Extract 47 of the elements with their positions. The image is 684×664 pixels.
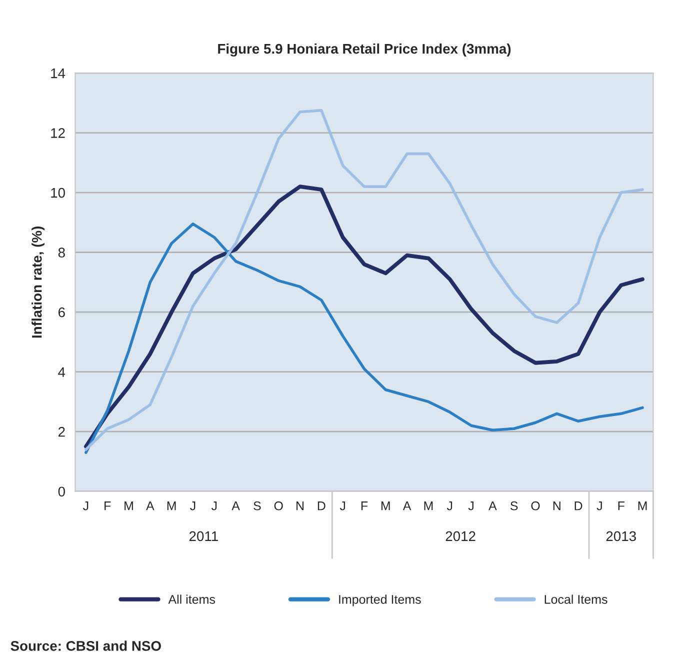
- x-tick-label: M: [381, 502, 390, 510]
- x-tick-label: F: [361, 502, 368, 510]
- x-tick-label: J: [211, 502, 217, 510]
- y-axis-title: Inflation rate, (%): [32, 226, 45, 338]
- x-tick-label: N: [296, 502, 304, 510]
- legend-label: All items: [168, 594, 216, 604]
- x-tick-label: D: [574, 502, 582, 510]
- x-tick-label: F: [104, 502, 111, 510]
- source-note: Source: CBSI and NSO: [10, 640, 161, 651]
- x-tick-label: S: [254, 501, 261, 510]
- x-tick-label: A: [232, 502, 240, 510]
- y-tick-label: 12: [51, 128, 65, 138]
- text: 2013: [606, 531, 636, 542]
- y-tick-label: 14: [51, 68, 66, 78]
- x-tick-label: J: [468, 502, 474, 510]
- x-tick-label: M: [424, 502, 433, 510]
- y-tick-label: 2: [58, 426, 65, 437]
- x-tick-label: A: [402, 502, 412, 510]
- text: 2012: [446, 531, 476, 542]
- line-series: [84, 184, 644, 448]
- x-tick-label: F: [618, 502, 624, 510]
- chart-title: Figure 5.9 Honiara Retail Price Index (3mma): [218, 44, 511, 57]
- line-series: [84, 222, 644, 454]
- x-tick-label: J: [446, 502, 452, 510]
- y-tick-label: 4: [58, 367, 66, 377]
- x-tick-label: M: [124, 502, 133, 510]
- line-series: [84, 109, 644, 451]
- y-tick-label: 8: [58, 248, 65, 258]
- x-tick-label: S: [510, 501, 518, 510]
- x-tick-label: M: [167, 502, 176, 510]
- y-tick-label: 6: [58, 307, 65, 318]
- x-tick-label: A: [488, 502, 497, 510]
- text: 2011: [189, 531, 218, 542]
- x-tick-label: J: [83, 502, 88, 510]
- y-tick-label: 0: [58, 486, 65, 497]
- x-tick-label: A: [146, 502, 154, 510]
- x-tick-label: J: [190, 502, 196, 510]
- legend-label: Imported Items: [339, 594, 421, 606]
- x-tick-label: J: [340, 502, 346, 510]
- x-tick-label: M: [638, 502, 647, 510]
- x-tick-label: D: [318, 502, 326, 510]
- x-tick-label: O: [531, 501, 540, 510]
- y-tick-label: 10: [51, 188, 65, 198]
- x-tick-label: O: [274, 501, 283, 510]
- x-tick-label: J: [596, 502, 602, 510]
- x-tick-label: N: [553, 502, 560, 510]
- legend-label: Local Items: [544, 594, 608, 604]
